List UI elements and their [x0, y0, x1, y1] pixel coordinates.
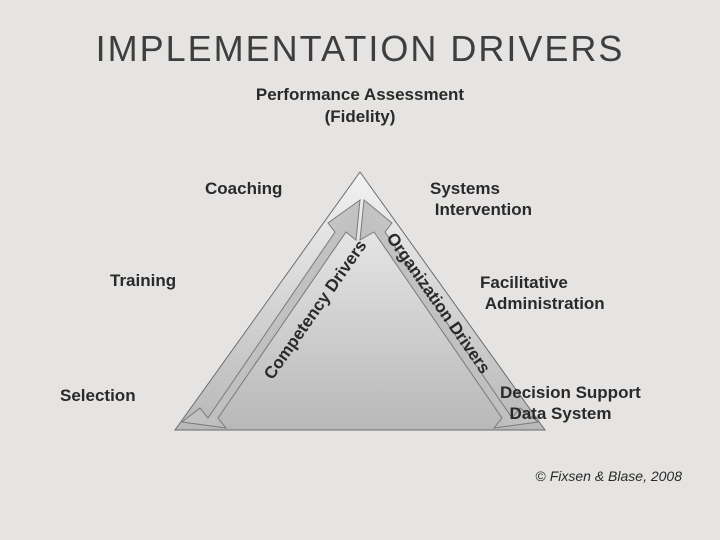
subtitle-line1: Performance Assessment: [256, 85, 464, 104]
label-systems: Systems Intervention: [430, 178, 532, 221]
label-selection: Selection: [60, 385, 136, 406]
label-decision-l1: Decision Support: [500, 383, 641, 402]
subtitle: Performance Assessment (Fidelity): [0, 84, 720, 128]
label-systems-l1: Systems: [430, 179, 500, 198]
label-facil-l2: Administration: [485, 294, 605, 313]
label-training: Training: [110, 270, 176, 291]
label-facil-l1: Facilitative: [480, 273, 568, 292]
copyright-text: Fixsen & Blase, 2008: [550, 468, 682, 484]
label-systems-l2: Intervention: [435, 200, 532, 219]
label-decision-l2: Data System: [509, 404, 611, 423]
label-coaching: Coaching: [205, 178, 282, 199]
copyright-symbol: ©: [535, 468, 545, 484]
subtitle-line2: (Fidelity): [325, 107, 396, 126]
page-title: IMPLEMENTATION DRIVERS: [0, 0, 720, 70]
label-decision: Decision Support Data System: [500, 382, 641, 425]
copyright: © Fixsen & Blase, 2008: [535, 468, 682, 484]
label-facilitative: Facilitative Administration: [480, 272, 605, 315]
